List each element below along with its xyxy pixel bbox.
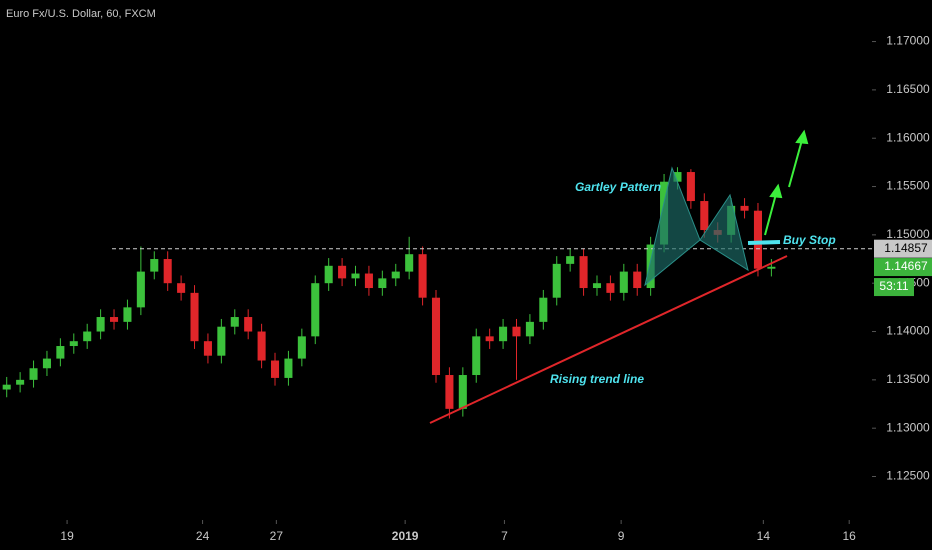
buy-stop-line (747, 240, 781, 245)
x-tick-label: 16 (843, 529, 857, 543)
candle-body (391, 271, 400, 279)
drawings: Gartley Pattern Rising trend line Buy St… (429, 129, 836, 424)
arrow (788, 139, 803, 188)
chart-title: Euro Fx/U.S. Dollar, 60, FXCM (6, 8, 156, 20)
candle-body (686, 172, 695, 202)
candle-body (150, 259, 159, 272)
y-tick-label: 1.12500 (886, 469, 930, 483)
candle-body (431, 297, 441, 376)
candle-body (539, 297, 548, 322)
candle-body (56, 346, 65, 359)
candle-body (525, 321, 534, 337)
annotation: Rising trend line (550, 372, 644, 386)
candle-body (110, 317, 119, 322)
y-tick-label: 1.15000 (886, 227, 930, 241)
x-tick-label: 27 (270, 529, 284, 543)
candle-body (566, 256, 575, 264)
price-label: 1.14857 (884, 241, 928, 255)
candle-body (740, 205, 749, 211)
x-tick-label: 24 (196, 529, 210, 543)
candle-body (16, 379, 25, 385)
candle-body (230, 317, 239, 327)
candle-body (364, 273, 373, 289)
candle-body (177, 283, 186, 293)
candle-body (190, 292, 199, 342)
annotation: Gartley Pattern (575, 180, 661, 194)
candle-body (405, 254, 414, 272)
candle-body (378, 278, 387, 289)
candle-body (445, 375, 454, 409)
candle-body (324, 265, 333, 284)
candle-body (753, 210, 762, 269)
countdown: 53:11 (879, 279, 908, 293)
candle-body (42, 358, 51, 369)
price-label: 1.14667 (884, 259, 928, 273)
candle-body (673, 172, 682, 182)
arrow-head (795, 129, 809, 145)
candle-body (338, 265, 347, 279)
arrow (764, 193, 777, 236)
gartley-leg (699, 193, 749, 272)
candle-body (418, 254, 427, 298)
candle-body (96, 317, 105, 332)
gartley-leg (644, 166, 701, 287)
candle-body (2, 384, 11, 390)
arrow-head (769, 183, 783, 199)
candle-body (592, 283, 602, 289)
candle-body (512, 326, 521, 337)
countdown-box (874, 278, 914, 297)
candle-body (136, 271, 145, 308)
x-tick-label: 7 (501, 529, 508, 543)
price-box (874, 239, 932, 258)
candle-body (257, 331, 266, 361)
candle-body (351, 273, 360, 279)
candle-body (163, 259, 172, 284)
candle-body (458, 375, 467, 409)
candle-body (767, 266, 776, 269)
candle-body (217, 326, 226, 356)
candle-body (499, 326, 508, 342)
candle-body (619, 271, 628, 293)
x-tick-label: 19 (60, 529, 74, 543)
y-tick-label: 1.14000 (886, 324, 930, 338)
candle-body (472, 336, 481, 376)
candle-body (552, 263, 561, 298)
y-tick-label: 1.15500 (886, 179, 930, 193)
candle-body (123, 307, 132, 322)
price-box (874, 258, 932, 277)
y-tick-label: 1.13500 (886, 372, 930, 386)
candle-body (83, 331, 92, 342)
candle-body (311, 283, 320, 337)
candle-body (485, 336, 494, 342)
candle-body (29, 368, 38, 380)
candle-body (579, 256, 588, 289)
y-tick-label: 1.17000 (886, 34, 930, 48)
candle-body (69, 341, 78, 347)
y-tick-label: 1.16000 (886, 130, 930, 144)
candle-body (284, 358, 293, 378)
x-tick-label: 9 (618, 529, 625, 543)
candle-body (244, 317, 253, 332)
x-tick-label: 14 (757, 529, 771, 543)
candle-body (633, 271, 642, 289)
candle-body (203, 341, 212, 356)
annotation: Buy Stop (783, 233, 836, 247)
arrows (764, 129, 809, 236)
y-tick-label: 1.16500 (886, 82, 930, 96)
candle-body (270, 360, 280, 378)
candle-body (700, 201, 709, 231)
candle-body (297, 336, 306, 359)
x-tick-label: 2019 (392, 529, 419, 543)
y-tick-label: 1.13000 (886, 420, 930, 434)
trend-line (429, 255, 788, 424)
candle-body (606, 283, 615, 293)
axes: 1.125001.130001.135001.140001.145001.150… (60, 34, 932, 543)
